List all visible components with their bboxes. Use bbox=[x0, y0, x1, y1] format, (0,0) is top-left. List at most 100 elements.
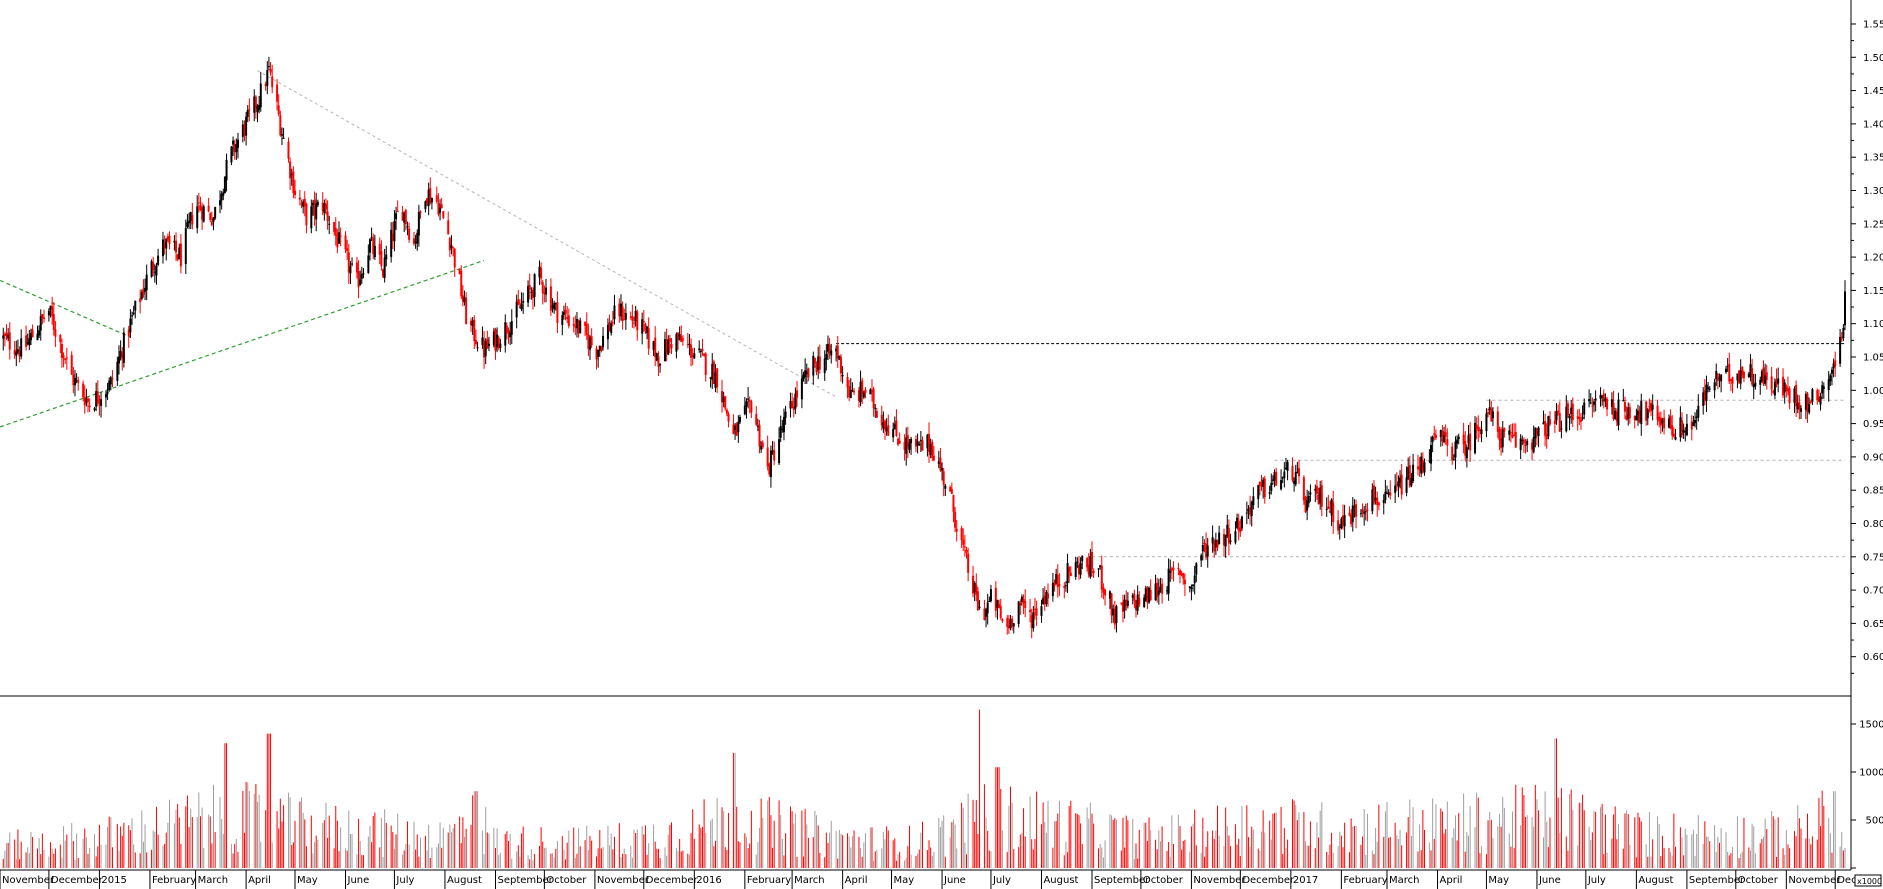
time-tick-label: September bbox=[497, 875, 553, 886]
price-tick-label: 1.15 bbox=[1863, 286, 1883, 297]
candle-body bbox=[564, 309, 567, 314]
candle-body bbox=[893, 423, 896, 430]
candle-body bbox=[623, 319, 626, 321]
time-tick-label: December bbox=[1242, 875, 1295, 886]
candle-body bbox=[95, 391, 98, 407]
candle-body bbox=[1477, 426, 1480, 431]
candle-body bbox=[1500, 438, 1503, 448]
candle-body bbox=[1206, 545, 1209, 557]
candle-body bbox=[1770, 376, 1773, 390]
candle-body bbox=[367, 255, 370, 274]
candle-body bbox=[663, 339, 666, 362]
candle-body bbox=[1614, 411, 1617, 420]
candle-body bbox=[368, 239, 371, 253]
candle-body bbox=[575, 319, 578, 329]
candle-body bbox=[199, 205, 202, 211]
candle-body bbox=[681, 338, 684, 341]
candle-body bbox=[985, 609, 988, 617]
candle-body bbox=[1441, 431, 1444, 442]
candle-body bbox=[618, 303, 621, 317]
volume-axis[interactable]: 050001000015000 bbox=[1851, 720, 1883, 875]
candle-body bbox=[258, 104, 261, 110]
candle-body bbox=[1661, 419, 1664, 424]
time-tick-label: November bbox=[597, 875, 650, 886]
candle-body bbox=[897, 438, 900, 445]
candle-body bbox=[470, 320, 473, 326]
candle-body bbox=[1201, 544, 1204, 552]
candle-body bbox=[212, 217, 215, 222]
candle-body bbox=[1547, 416, 1550, 437]
candle-body bbox=[1045, 592, 1048, 604]
candle-body bbox=[93, 408, 96, 411]
candle-body bbox=[931, 441, 934, 459]
candle-body bbox=[1224, 535, 1227, 547]
price-panel bbox=[0, 56, 1846, 639]
candle-body bbox=[870, 390, 873, 392]
candle-body bbox=[1420, 456, 1423, 474]
time-tick-label: February bbox=[152, 875, 196, 886]
candle-body bbox=[1707, 387, 1710, 389]
candle-body bbox=[737, 421, 740, 433]
candle-body bbox=[978, 606, 981, 609]
candle-body bbox=[515, 301, 518, 318]
candle-body bbox=[1682, 429, 1685, 433]
candle-body bbox=[1306, 500, 1309, 511]
candle-body bbox=[624, 313, 627, 320]
candle-body bbox=[39, 315, 42, 331]
candle-body bbox=[474, 339, 477, 345]
candle-body bbox=[584, 321, 587, 326]
candle-body bbox=[846, 377, 849, 388]
time-tick-label: July bbox=[1587, 875, 1606, 886]
candle-body bbox=[1283, 471, 1286, 479]
time-tick-label: June bbox=[1538, 875, 1561, 886]
candle-body bbox=[1729, 379, 1732, 381]
candle-body bbox=[1399, 477, 1402, 483]
candle-body bbox=[1622, 399, 1625, 402]
candle-body bbox=[253, 96, 256, 113]
candle-body bbox=[225, 159, 228, 181]
price-axis[interactable]: 0.60 0.65 0.70 0.75 0.80 0.85 0.90 0.95 1.00 1.05… bbox=[1851, 19, 1883, 674]
candle-body bbox=[1161, 583, 1164, 594]
candle-body bbox=[60, 344, 63, 359]
candle-body bbox=[1830, 369, 1833, 374]
candle-body bbox=[1555, 410, 1558, 421]
candle-body bbox=[1302, 477, 1305, 501]
candle-body bbox=[1508, 430, 1511, 435]
candle-body bbox=[1728, 363, 1731, 382]
candle-body bbox=[1718, 378, 1721, 380]
candle-body bbox=[1752, 384, 1755, 388]
candle-body bbox=[556, 302, 559, 323]
candle-body bbox=[1394, 485, 1397, 493]
candle-body bbox=[1172, 567, 1175, 570]
candle-body bbox=[15, 351, 18, 356]
candle-body bbox=[1637, 410, 1640, 416]
candle-body bbox=[70, 354, 73, 375]
candle-body bbox=[1055, 574, 1058, 584]
time-tick-label: October bbox=[546, 875, 587, 886]
candle-body bbox=[1332, 502, 1335, 523]
candle-body bbox=[965, 549, 968, 553]
candle-body bbox=[773, 449, 776, 461]
candle-body bbox=[202, 206, 205, 222]
candle-body bbox=[1749, 364, 1752, 378]
candle-body bbox=[864, 389, 867, 393]
candle-body bbox=[232, 140, 235, 145]
candle-body bbox=[1839, 336, 1842, 364]
candle-body bbox=[1046, 593, 1049, 599]
candle-body bbox=[338, 232, 341, 244]
time-tick-label: 2015 bbox=[101, 875, 126, 886]
candle-body bbox=[1591, 405, 1594, 407]
candle-body bbox=[188, 220, 191, 224]
time-tick-label: February bbox=[747, 875, 791, 886]
candle-body bbox=[1372, 485, 1375, 504]
candle-body bbox=[567, 315, 570, 327]
candle-body bbox=[952, 495, 955, 512]
candle-body bbox=[497, 337, 500, 349]
candle-body bbox=[611, 322, 614, 324]
candle-body bbox=[163, 242, 166, 248]
candle-body bbox=[486, 338, 489, 349]
candle-body bbox=[675, 334, 678, 352]
candle-body bbox=[1465, 447, 1468, 459]
